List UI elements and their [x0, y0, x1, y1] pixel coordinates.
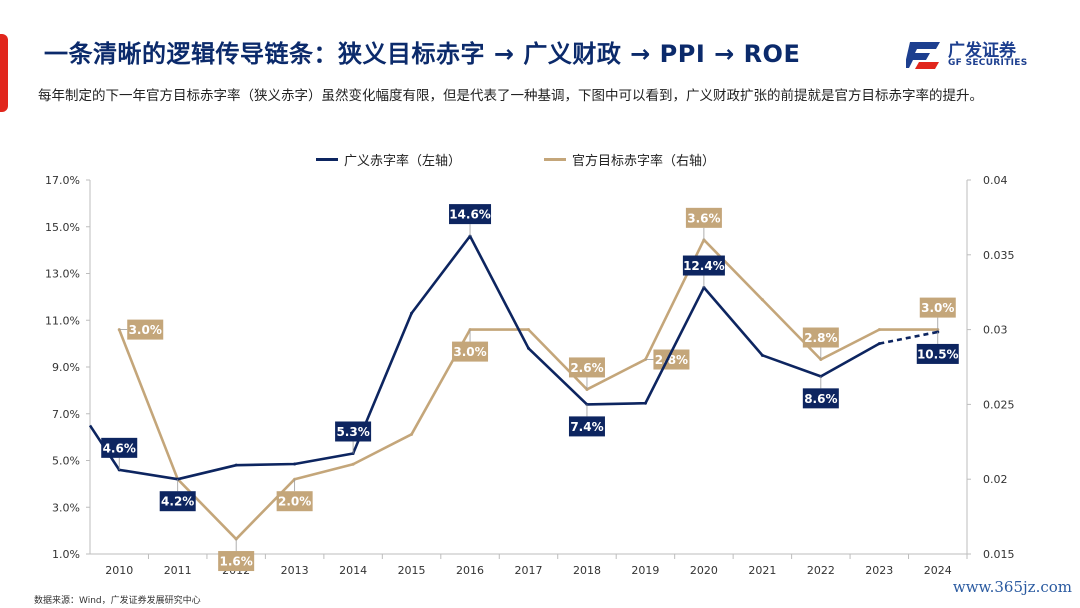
legend-item-official-deficit: 官方目标赤字率（右轴）	[544, 150, 715, 169]
data-point	[760, 353, 764, 357]
data-label: 14.6%	[449, 208, 491, 222]
y-left-tick-label: 3.0%	[52, 501, 80, 514]
series-line-dashed-0	[879, 330, 939, 345]
legend-item-broad-deficit: 广义赤字率（左轴）	[316, 150, 461, 169]
data-label: 4.2%	[161, 495, 194, 509]
x-tick-label: 2014	[339, 564, 367, 577]
data-label-box	[802, 327, 839, 348]
data-label-box	[653, 349, 690, 370]
data-label-box	[127, 319, 164, 340]
x-tick-label: 2024	[924, 564, 952, 577]
data-label: 3.0%	[129, 323, 162, 337]
data-label-box	[802, 388, 839, 409]
legend-label: 官方目标赤字率（右轴）	[572, 154, 716, 169]
data-label-box	[159, 491, 196, 512]
data-point	[760, 298, 764, 302]
data-label: 3.0%	[921, 301, 954, 315]
y-left-tick-label: 13.0%	[45, 268, 80, 281]
chart-legend: 广义赤字率（左轴） 官方目标赤字率（右轴）	[0, 150, 1080, 172]
data-point	[410, 432, 414, 436]
company-logo: 广发证券 GF SECURITIES	[906, 36, 1046, 76]
data-label-box	[276, 491, 313, 512]
data-label-box	[218, 551, 255, 572]
data-point	[410, 311, 414, 315]
data-point	[351, 462, 355, 466]
x-tick-label: 2010	[105, 564, 133, 577]
y-right-tick-label: 0.04	[983, 174, 1008, 187]
data-label: 2.8%	[655, 353, 688, 367]
y-right-tick-label: 0.025	[983, 398, 1015, 411]
x-tick-label: 2019	[631, 564, 659, 577]
data-label-box	[568, 416, 605, 437]
y-left-tick-label: 17.0%	[45, 174, 80, 187]
data-label-box	[452, 341, 489, 362]
source-note: 数据来源：Wind，广发证券发展研究中心	[34, 596, 201, 606]
accent-bar	[0, 34, 8, 112]
page-title: 一条清晰的逻辑传导链条：狭义目标赤字 → 广义财政 → PPI → ROE	[44, 40, 801, 68]
y-right-tick-label: 0.035	[983, 249, 1015, 262]
x-tick-label: 2023	[865, 564, 893, 577]
data-label-box	[568, 357, 605, 378]
data-label: 8.6%	[804, 392, 837, 406]
y-left-tick-label: 15.0%	[45, 221, 80, 234]
data-label: 3.0%	[453, 345, 486, 359]
data-label: 3.6%	[687, 211, 720, 225]
x-tick-label: 2011	[164, 564, 192, 577]
data-label-box	[919, 297, 956, 318]
x-tick-label: 2020	[690, 564, 718, 577]
y-left-tick-label: 9.0%	[52, 361, 80, 374]
gf-logo-icon	[906, 42, 940, 69]
watermark: www.365jz.com	[952, 578, 1072, 596]
page-subtitle: 每年制定的下一年官方目标赤字率（狭义赤字）虽然变化幅度有限，但是代表了一种基调，…	[38, 88, 983, 104]
data-label-box	[685, 207, 722, 228]
y-right-tick-label: 0.02	[983, 473, 1008, 486]
data-label: 2.6%	[570, 361, 603, 375]
data-point	[527, 346, 530, 350]
data-label-box	[101, 437, 138, 458]
data-label: 2.8%	[804, 331, 837, 345]
logo-name-en: GF SECURITIES	[948, 58, 1028, 68]
legend-swatch-tan	[544, 158, 566, 161]
data-point	[877, 342, 881, 346]
x-tick-label: 2018	[573, 564, 601, 577]
x-tick-label: 2022	[807, 564, 835, 577]
y-right-tick-label: 0.015	[983, 548, 1015, 561]
data-label: 10.5%	[917, 347, 959, 361]
data-label: 2.0%	[278, 495, 311, 509]
y-left-tick-label: 11.0%	[45, 314, 80, 327]
x-tick-label: 2021	[748, 564, 776, 577]
x-tick-label: 2017	[515, 564, 543, 577]
y-left-tick-label: 5.0%	[52, 455, 80, 468]
data-label: 12.4%	[683, 259, 725, 273]
x-tick-label: 2015	[398, 564, 426, 577]
y-right-tick-label: 0.03	[983, 324, 1008, 337]
data-point	[643, 401, 647, 405]
data-label-box	[916, 343, 959, 364]
data-label: 4.6%	[103, 441, 136, 455]
data-label-box	[682, 255, 725, 276]
y-left-tick-label: 1.0%	[52, 548, 80, 561]
logo-name-cn: 广发证券	[948, 41, 1016, 61]
data-point	[234, 463, 238, 467]
y-left-tick-label: 7.0%	[52, 408, 80, 421]
legend-label: 广义赤字率（左轴）	[344, 154, 462, 169]
data-point	[877, 328, 881, 332]
data-label: 7.4%	[570, 420, 603, 434]
data-label: 1.6%	[220, 555, 253, 569]
legend-swatch-navy	[316, 158, 338, 161]
x-tick-label: 2013	[281, 564, 309, 577]
data-label: 5.3%	[336, 425, 369, 439]
x-tick-label: 2016	[456, 564, 484, 577]
data-point	[293, 462, 297, 466]
data-point	[527, 328, 530, 332]
data-label-box	[449, 204, 492, 225]
data-label-box	[335, 421, 372, 442]
